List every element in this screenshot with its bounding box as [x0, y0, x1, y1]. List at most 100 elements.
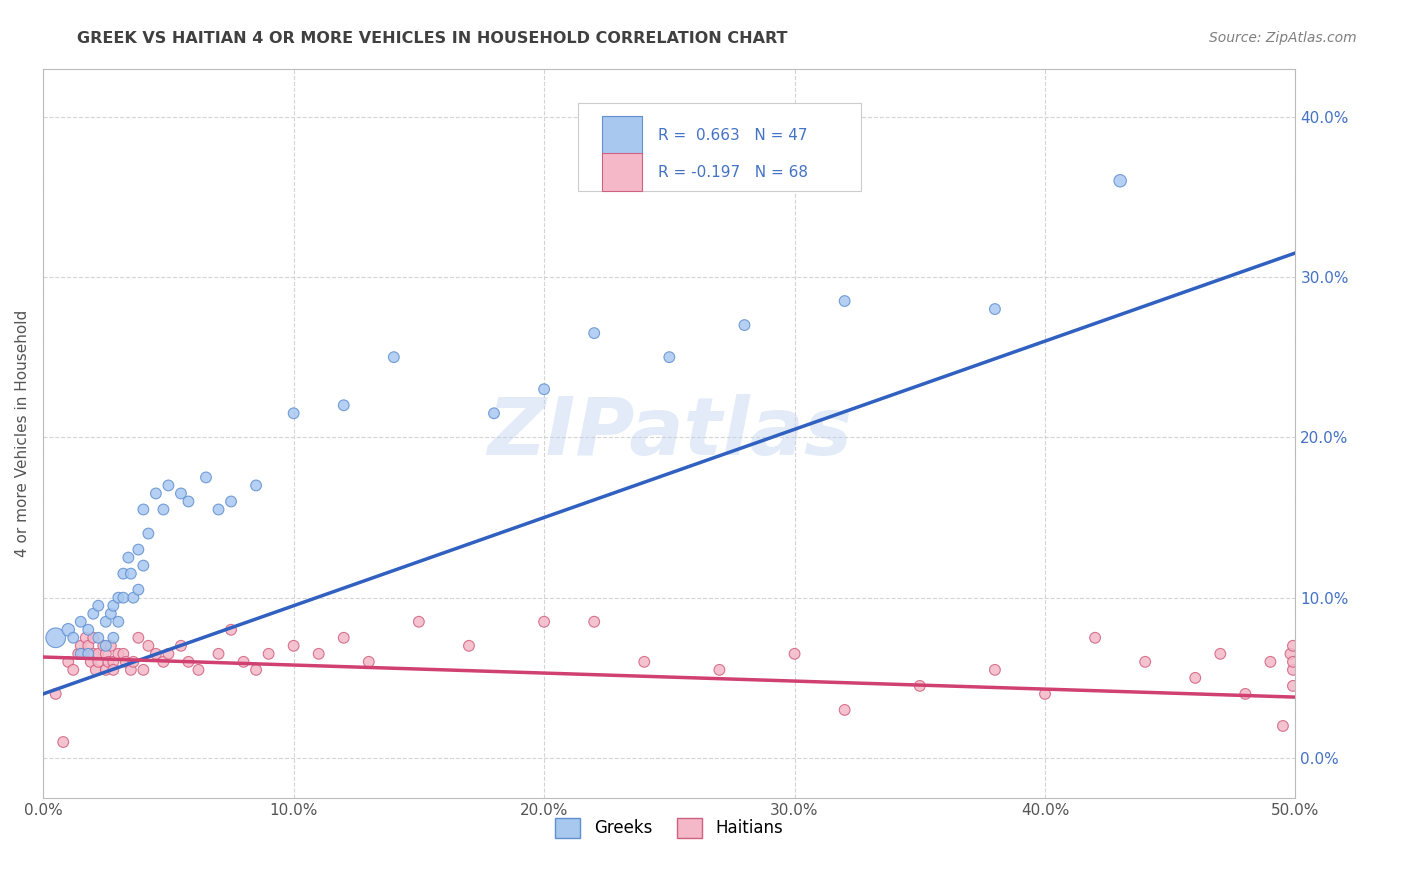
Point — [157, 647, 180, 661]
Point — [138, 639, 160, 653]
Point — [357, 655, 380, 669]
Point — [458, 639, 481, 653]
Point — [257, 647, 280, 661]
Text: R = -0.197   N = 68: R = -0.197 N = 68 — [658, 165, 808, 180]
Point — [1234, 687, 1257, 701]
Point — [122, 655, 145, 669]
Point — [87, 655, 110, 669]
FancyBboxPatch shape — [602, 153, 641, 191]
Point — [1109, 174, 1132, 188]
Point — [533, 382, 555, 396]
Point — [709, 663, 731, 677]
FancyBboxPatch shape — [578, 103, 860, 191]
Legend: Greeks, Haitians: Greeks, Haitians — [548, 811, 790, 845]
Point — [195, 470, 218, 484]
Point — [87, 599, 110, 613]
Point — [177, 655, 200, 669]
Point — [94, 663, 117, 677]
Text: GREEK VS HAITIAN 4 OR MORE VEHICLES IN HOUSEHOLD CORRELATION CHART: GREEK VS HAITIAN 4 OR MORE VEHICLES IN H… — [77, 31, 787, 46]
Point — [984, 301, 1007, 316]
Point — [120, 663, 142, 677]
Point — [170, 486, 193, 500]
Point — [69, 647, 91, 661]
Text: Source: ZipAtlas.com: Source: ZipAtlas.com — [1209, 31, 1357, 45]
Point — [482, 406, 505, 420]
Point — [984, 663, 1007, 677]
Point — [733, 318, 755, 332]
Point — [332, 631, 354, 645]
Point — [107, 647, 129, 661]
Point — [100, 639, 122, 653]
Point — [127, 542, 149, 557]
Point — [783, 647, 806, 661]
Point — [72, 647, 94, 661]
Point — [145, 486, 167, 500]
Point — [103, 599, 125, 613]
Point — [245, 663, 267, 677]
Point — [219, 494, 242, 508]
Point — [583, 615, 606, 629]
Point — [187, 663, 209, 677]
Point — [107, 615, 129, 629]
Point — [170, 639, 193, 653]
Point — [533, 615, 555, 629]
Point — [91, 639, 114, 653]
Point — [107, 591, 129, 605]
Point — [1033, 687, 1056, 701]
Point — [120, 566, 142, 581]
Point — [103, 655, 125, 669]
Point — [283, 406, 305, 420]
Point — [77, 639, 100, 653]
Point — [834, 293, 856, 308]
Point — [232, 655, 254, 669]
Point — [52, 735, 75, 749]
Point — [138, 526, 160, 541]
Point — [1282, 663, 1305, 677]
Y-axis label: 4 or more Vehicles in Household: 4 or more Vehicles in Household — [15, 310, 30, 557]
Point — [1282, 639, 1305, 653]
Point — [77, 623, 100, 637]
Point — [69, 639, 91, 653]
Point — [1209, 647, 1232, 661]
Point — [77, 647, 100, 661]
Point — [132, 502, 155, 516]
Point — [1084, 631, 1107, 645]
Point — [45, 631, 67, 645]
Point — [94, 639, 117, 653]
Point — [62, 663, 84, 677]
Point — [1184, 671, 1206, 685]
Point — [207, 647, 229, 661]
Point — [583, 326, 606, 340]
Point — [97, 655, 120, 669]
Point — [127, 582, 149, 597]
Point — [1279, 647, 1302, 661]
Point — [94, 647, 117, 661]
Point — [58, 623, 80, 637]
Point — [132, 558, 155, 573]
Point — [382, 350, 405, 364]
Point — [157, 478, 180, 492]
Point — [87, 631, 110, 645]
Point — [245, 478, 267, 492]
Point — [80, 655, 103, 669]
Point — [1271, 719, 1294, 733]
Point — [62, 631, 84, 645]
Point — [115, 655, 138, 669]
Point — [103, 663, 125, 677]
Point — [834, 703, 856, 717]
Point — [1260, 655, 1282, 669]
Point — [408, 615, 430, 629]
Point — [308, 647, 330, 661]
Point — [94, 615, 117, 629]
Point — [127, 631, 149, 645]
Point — [87, 647, 110, 661]
Point — [82, 607, 104, 621]
Text: R =  0.663   N = 47: R = 0.663 N = 47 — [658, 128, 807, 143]
Point — [145, 647, 167, 661]
Point — [283, 639, 305, 653]
Point — [58, 655, 80, 669]
Point — [132, 663, 155, 677]
Point — [1135, 655, 1157, 669]
Point — [67, 647, 90, 661]
Point — [658, 350, 681, 364]
